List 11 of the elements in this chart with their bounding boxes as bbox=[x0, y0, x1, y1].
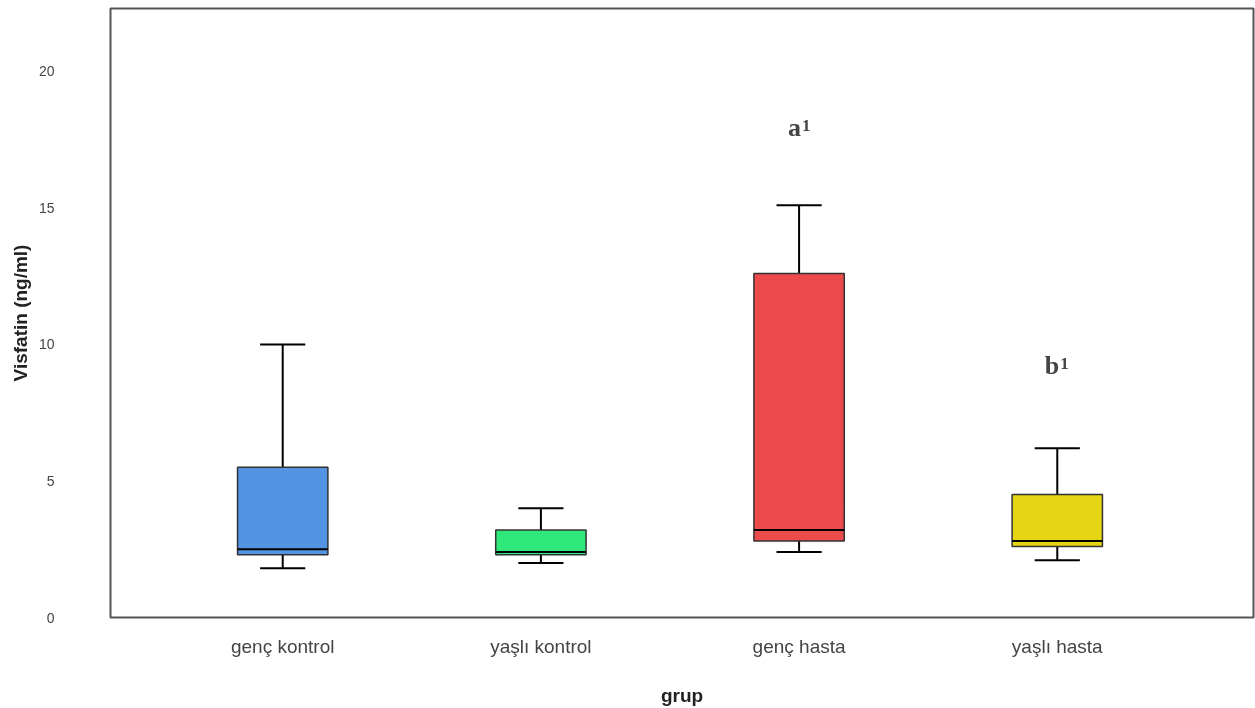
x-tick-label: yaşlı kontrol bbox=[490, 635, 592, 657]
y-tick-label: 20 bbox=[38, 63, 55, 80]
y-tick-label: 15 bbox=[38, 199, 55, 216]
x-tick-label: genç kontrol bbox=[230, 635, 335, 657]
y-tick-label: 5 bbox=[46, 472, 55, 489]
y-axis-title: Visfatin (ng/ml) bbox=[9, 244, 31, 382]
x-tick-label: genç hasta bbox=[752, 635, 846, 657]
y-tick-label: 10 bbox=[38, 336, 55, 353]
y-tick-label: 0 bbox=[46, 609, 55, 626]
x-axis-title: grup bbox=[660, 684, 704, 706]
x-tick-label: yaşlı hasta bbox=[1011, 635, 1104, 657]
